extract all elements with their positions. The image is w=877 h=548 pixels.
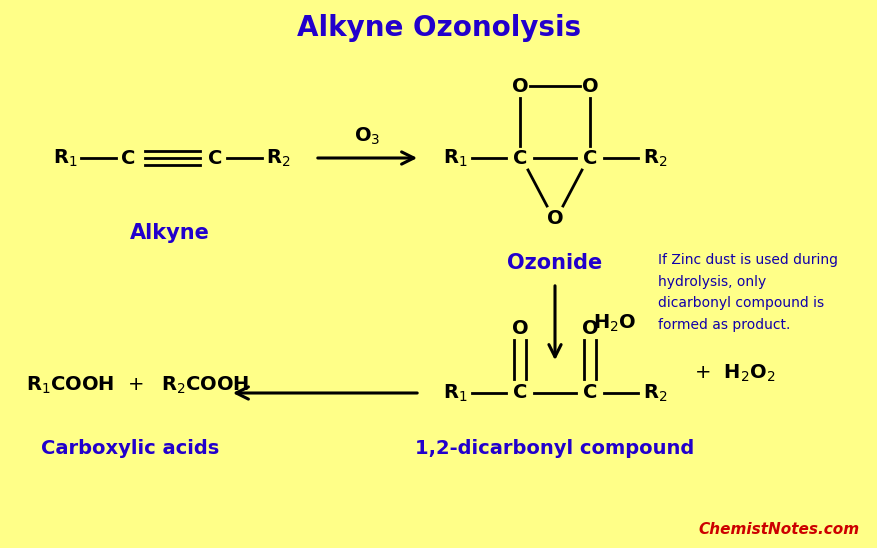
Text: Alkyne: Alkyne bbox=[130, 223, 210, 243]
Text: C: C bbox=[582, 149, 596, 168]
Text: If Zinc dust is used during
hydrolysis, only
dicarbonyl compound is
formed as pr: If Zinc dust is used during hydrolysis, … bbox=[657, 253, 837, 332]
Text: H$_2$O: H$_2$O bbox=[592, 312, 636, 334]
Text: Alkyne Ozonolysis: Alkyne Ozonolysis bbox=[296, 14, 581, 42]
Text: O$_3$: O$_3$ bbox=[353, 125, 380, 147]
Text: R$_1$: R$_1$ bbox=[442, 383, 467, 404]
Text: O: O bbox=[511, 77, 528, 95]
Text: Carboxylic acids: Carboxylic acids bbox=[41, 438, 219, 458]
Text: C: C bbox=[121, 149, 135, 168]
Text: $+$: $+$ bbox=[126, 375, 143, 395]
Text: C: C bbox=[512, 149, 526, 168]
Text: R$_2$COOH: R$_2$COOH bbox=[160, 374, 249, 396]
Text: R$_1$: R$_1$ bbox=[53, 147, 77, 169]
Text: R$_1$: R$_1$ bbox=[442, 147, 467, 169]
Text: C: C bbox=[208, 149, 222, 168]
Text: ChemistNotes.com: ChemistNotes.com bbox=[698, 522, 859, 538]
Text: Ozonide: Ozonide bbox=[507, 253, 602, 273]
Text: O: O bbox=[581, 77, 597, 95]
Text: R$_1$COOH: R$_1$COOH bbox=[25, 374, 114, 396]
Text: C: C bbox=[512, 384, 526, 402]
Text: O: O bbox=[581, 318, 597, 338]
Text: 1,2-dicarbonyl compound: 1,2-dicarbonyl compound bbox=[415, 438, 694, 458]
Text: R$_2$: R$_2$ bbox=[642, 383, 667, 404]
Text: O: O bbox=[546, 208, 563, 227]
Text: $+$  H$_2$O$_2$: $+$ H$_2$O$_2$ bbox=[694, 362, 775, 384]
Text: O: O bbox=[511, 318, 528, 338]
Text: R$_2$: R$_2$ bbox=[642, 147, 667, 169]
Text: C: C bbox=[582, 384, 596, 402]
Text: R$_2$: R$_2$ bbox=[266, 147, 290, 169]
